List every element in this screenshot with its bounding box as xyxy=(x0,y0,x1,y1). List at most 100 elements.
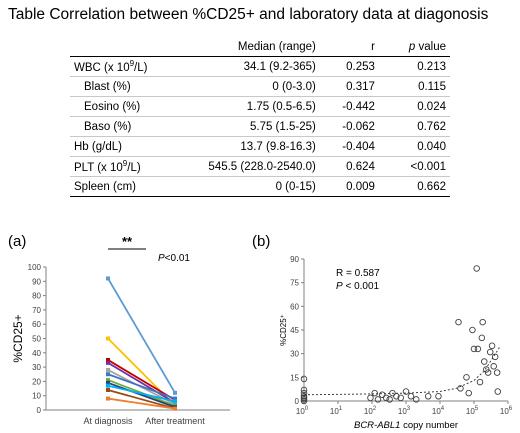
y-tick-label-a: 0 xyxy=(37,406,42,415)
x-tick-label-b: 104 xyxy=(432,406,445,416)
y-tick-label-a: 40 xyxy=(32,349,41,358)
series-marker-start-3 xyxy=(106,360,110,365)
header-r: r xyxy=(319,37,379,57)
scatter-point-30 xyxy=(478,334,486,342)
series-marker-start-1 xyxy=(106,336,110,341)
y-axis-label-b: %CD25⁺ xyxy=(279,314,288,346)
x-tick-label-b: 103 xyxy=(398,406,411,416)
series-marker-start-5 xyxy=(106,372,110,377)
y-tick-label-a: 80 xyxy=(32,292,41,301)
scatter-point-11 xyxy=(382,394,390,402)
scatter-point-5 xyxy=(300,386,308,394)
annotation-p: P < 0.001 xyxy=(336,281,380,292)
y-tick-label-a: 100 xyxy=(28,263,42,272)
x-category-label-a: At diagnosis xyxy=(83,416,133,426)
y-tick-label-a: 50 xyxy=(32,335,41,344)
y-tick-label-b: 0 xyxy=(295,397,300,406)
row-label: PLT (x 109/L) xyxy=(74,159,141,174)
p-value-label-a: P<0.01 xyxy=(158,253,190,264)
scatter-point-17 xyxy=(407,393,415,400)
annotation-r: R = 0.587 xyxy=(336,268,380,279)
correlation-table: Median (range) r p value WBC (x 109/L) 34… xyxy=(70,37,450,197)
table-row: Eosino (%) 1.75 (0.5-6.5) -0.442 0.024 xyxy=(70,97,450,117)
row-label: WBC (x 109/L) xyxy=(74,59,148,74)
row-r: -0.404 xyxy=(342,140,375,153)
row-label: Blast (%) xyxy=(84,80,131,93)
row-label: Spleen (cm) xyxy=(74,180,136,193)
scatter-point-13 xyxy=(389,389,396,397)
y-tick-label-a: 10 xyxy=(32,392,41,401)
x-axis-label-b: BCR-ABL1 copy number xyxy=(354,420,458,431)
header-p-value: p value xyxy=(378,37,450,57)
table-row: Spleen (cm) 0 (0-15) 0.009 0.662 xyxy=(70,177,450,197)
row-median: 13.7 (9.8-16.3) xyxy=(240,140,316,153)
x-tick-label-b: 101 xyxy=(330,406,343,416)
y-tick-label-b: 60 xyxy=(290,302,299,311)
scatter-point-32 xyxy=(480,358,488,365)
scatter-point-3 xyxy=(300,393,308,400)
scatter-point-22 xyxy=(457,385,464,392)
row-median: 34.1 (9.2-365) xyxy=(243,60,316,73)
scatter-point-28 xyxy=(474,345,482,353)
y-tick-label-a: 90 xyxy=(32,277,41,286)
panel-b-label: (b) xyxy=(252,233,271,250)
series-marker-start-0 xyxy=(106,276,110,281)
header-median: Median (range) xyxy=(178,37,320,57)
scatter-point-8 xyxy=(371,389,378,397)
series-line-8 xyxy=(107,384,176,403)
table-row: Hb (g/dL) 13.7 (9.8-16.3) -0.404 0.040 xyxy=(70,137,450,157)
series-line-5 xyxy=(107,373,176,400)
scatter-point-24 xyxy=(465,389,472,397)
y-tick-label-a: 70 xyxy=(32,306,41,315)
series-marker-end-8 xyxy=(173,399,177,404)
row-median: 0 (0-15) xyxy=(275,180,316,193)
significance-stars: ** xyxy=(122,234,133,249)
scatter-point-39 xyxy=(493,369,501,376)
row-p-value: 0.040 xyxy=(417,140,446,153)
scatter-point-7 xyxy=(367,394,374,402)
row-median: 5.75 (1.5-25) xyxy=(249,120,316,133)
series-line-2 xyxy=(107,359,176,401)
scatter-point-23 xyxy=(463,374,470,381)
scatter-point-12 xyxy=(386,396,393,403)
row-r: -0.062 xyxy=(342,120,375,133)
row-r: 0.009 xyxy=(346,180,375,193)
row-r: 0.253 xyxy=(346,60,375,73)
y-tick-label-b: 90 xyxy=(290,255,299,264)
scatter-point-19 xyxy=(424,393,432,400)
y-tick-label-a: 60 xyxy=(32,320,41,329)
row-p-value: 0.762 xyxy=(417,120,446,133)
scatter-point-10 xyxy=(378,391,386,398)
scatter-point-4 xyxy=(300,389,308,397)
scatter-point-16 xyxy=(402,388,410,395)
row-median: 0 (0-3.0) xyxy=(272,80,316,93)
scatter-point-21 xyxy=(455,318,462,326)
row-r: 0.624 xyxy=(346,160,375,173)
row-p-value: 0.115 xyxy=(418,80,446,93)
scatter-point-6 xyxy=(300,375,308,383)
trendline xyxy=(303,345,501,396)
row-p-value: 0.024 xyxy=(417,100,446,113)
row-label: Baso (%) xyxy=(84,120,132,133)
y-tick-label-a: 30 xyxy=(32,363,41,372)
scatter-point-29 xyxy=(476,378,484,386)
scatter-point-15 xyxy=(397,394,404,402)
header-lab xyxy=(70,37,179,57)
panel-a-label: (a) xyxy=(8,233,27,250)
scatter-point-36 xyxy=(488,342,496,350)
y-tick-label-b: 75 xyxy=(290,279,299,288)
series-line-3 xyxy=(107,362,176,404)
scatter-point-25 xyxy=(469,326,476,334)
x-tick-label-b: 100 xyxy=(296,406,309,416)
table-row: Baso (%) 5.75 (1.5-25) -0.062 0.762 xyxy=(70,117,450,137)
chart-a-before-after: 0 10 20 30 40 50 60 70 80 90 100 %CD25+ At diagnosis… xyxy=(11,234,230,426)
row-p-value: 0.662 xyxy=(417,180,446,193)
row-p-value: 0.213 xyxy=(417,60,446,73)
row-p-value: <0.001 xyxy=(410,160,447,173)
scatter-point-37 xyxy=(490,363,497,370)
x-tick-label-b: 106 xyxy=(500,406,513,416)
series-marker-start-9 xyxy=(106,387,110,392)
y-tick-label-a: 20 xyxy=(32,377,41,386)
series-marker-start-8 xyxy=(106,383,110,388)
scatter-point-40 xyxy=(494,388,502,395)
